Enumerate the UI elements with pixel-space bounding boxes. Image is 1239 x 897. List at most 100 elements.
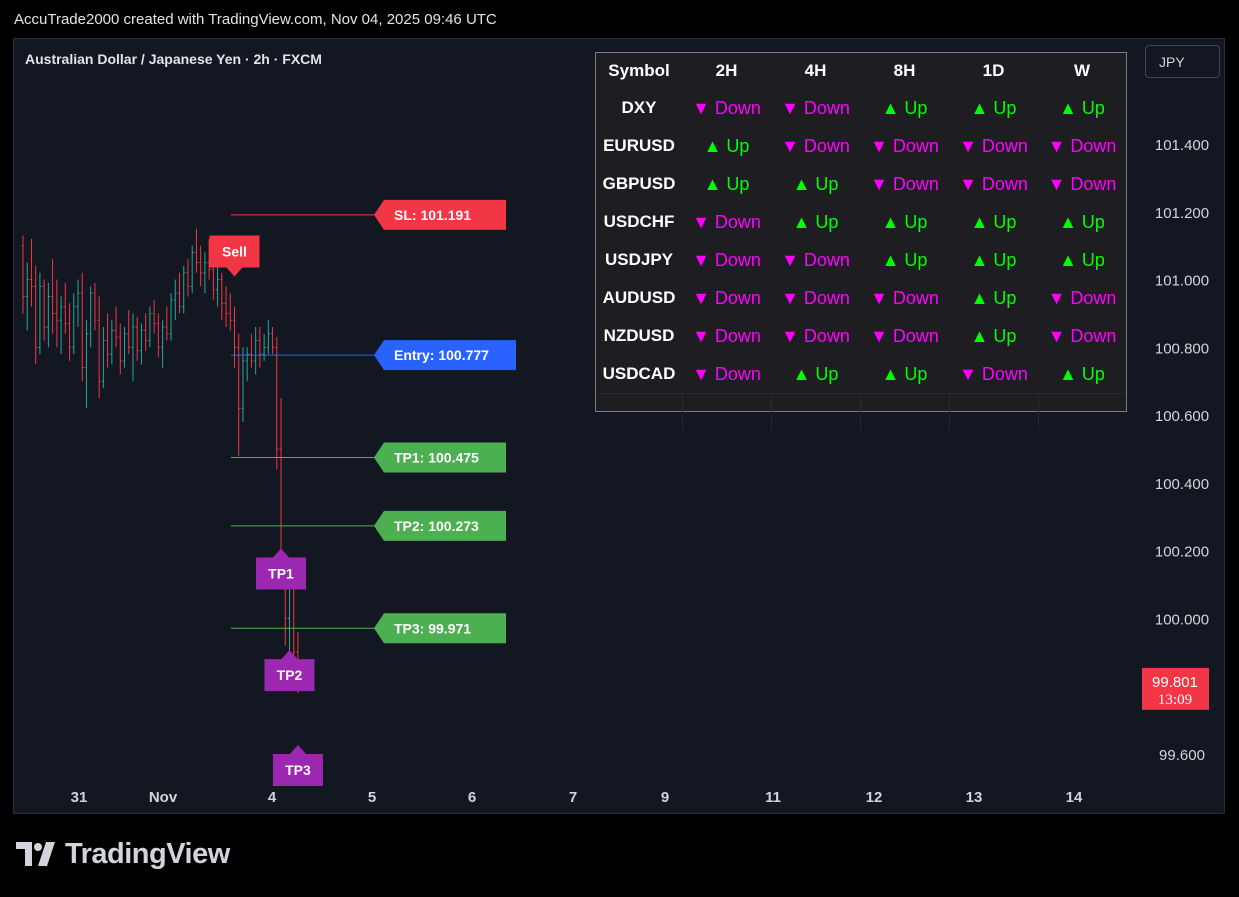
ohlc-bar: [178, 272, 182, 314]
symbol-title[interactable]: Australian Dollar / Japanese Yen · 2h · …: [25, 51, 322, 67]
ohlc-bar: [34, 266, 38, 365]
level-tag-tp: [374, 510, 506, 541]
y-tick-label: 100.600: [1155, 408, 1209, 425]
trend-cell-up: ▲ Up: [1059, 97, 1105, 118]
ohlc-bar: [38, 272, 42, 355]
trend-cell-down: ▼ Down: [692, 325, 761, 346]
ohlc-bar: [224, 286, 228, 327]
y-tick-label: 100.200: [1155, 544, 1209, 561]
x-tick-label: 9: [661, 789, 669, 806]
price-chart[interactable]: SL: 101.191 Entry: 100.777 TP1: 100.475 TP2…: [14, 39, 1224, 813]
ohlc-bar: [139, 323, 143, 365]
trend-cell-down: ▼ Down: [1047, 287, 1117, 308]
ohlc-bar: [241, 347, 245, 422]
trend-cell-down: ▼ Down: [870, 173, 939, 194]
trend-empty-cell: [596, 394, 682, 431]
trend-symbol: DXY: [621, 98, 657, 117]
level-tag-tp: [374, 613, 506, 644]
x-tick-label: 7: [569, 789, 577, 806]
ohlc-bar: [258, 327, 262, 368]
ohlc-bar: [68, 303, 72, 361]
ohlc-bar: [245, 347, 249, 382]
signal-sell: [209, 235, 260, 277]
ohlc-bar: [237, 333, 241, 456]
trend-header-4h: 4H: [804, 61, 827, 80]
trend-cell-down: ▼ Down: [959, 363, 1028, 384]
level-tag-tp: [374, 442, 506, 473]
trend-cell-up: ▲ Up: [703, 173, 750, 194]
trend-symbol: GBPUSD: [602, 174, 676, 193]
trend-row-usdcad: USDCAD ▼ Down ▲ Up ▲ Up ▼ Down ▲ Up: [596, 355, 1126, 394]
trend-empty-cell: [859, 393, 949, 430]
x-tick-label: Nov: [149, 789, 178, 806]
chart-frame[interactable]: SL: 101.191 Entry: 100.777 TP1: 100.475 TP2…: [13, 38, 1225, 814]
ohlc-bar: [59, 296, 63, 355]
trend-cell-down: ▼ Down: [692, 363, 761, 384]
trend-cell-down: ▼ Down: [692, 211, 761, 232]
x-tick-label: 13: [966, 789, 983, 806]
trend-cell-down: ▼ Down: [1047, 173, 1117, 194]
ohlc-bar: [275, 337, 279, 470]
trend-header-8h: 8H: [893, 61, 916, 80]
trend-symbol: AUDUSD: [602, 288, 676, 307]
level-label-tp: TP2: 100.273: [394, 518, 479, 534]
ohlc-bar: [144, 313, 148, 351]
ohlc-bar: [84, 320, 88, 409]
trend-cell-up: ▲ Up: [881, 211, 928, 232]
signal-tp-hit: [272, 745, 323, 786]
level-label-entry: Entry: 100.777: [394, 347, 489, 363]
ohlc-bar: [72, 293, 76, 355]
trend-cell-down: ▼ Down: [959, 173, 1028, 194]
trend-cell-down: ▼ Down: [870, 287, 939, 308]
ohlc-bar: [97, 296, 101, 399]
ohlc-bar: [220, 272, 224, 321]
ohlc-bar: [21, 235, 25, 314]
ohlc-bar: [106, 313, 110, 368]
trend-cell-down: ▼ Down: [692, 97, 761, 118]
trend-row-dxy: DXY ▼ Down ▼ Down ▲ Up ▲ Up ▲ Up: [596, 89, 1126, 127]
trend-header-1d: 1D: [982, 61, 1005, 80]
trend-empty-cell: [1037, 393, 1126, 430]
trend-cell-down: ▼ Down: [781, 287, 850, 308]
level-tag-sl: [374, 199, 506, 230]
bar-countdown: 13:09: [1158, 692, 1192, 708]
ohlc-bar: [89, 286, 93, 348]
trend-cell-up: ▲ Up: [970, 211, 1017, 232]
trend-row-gbpusd: GBPUSD ▲ Up ▲ Up ▼ Down ▼ Down ▼ Down: [596, 165, 1126, 203]
ohlc-bar: [194, 228, 198, 273]
trend-cell-down: ▼ Down: [781, 135, 850, 156]
ohlc-bar: [190, 245, 194, 294]
current-price-value: 99.801: [1152, 674, 1198, 691]
trend-empty-row: [596, 393, 1126, 431]
trend-cell-up: ▲ Up: [881, 97, 928, 118]
signal-label: TP3: [285, 762, 311, 778]
trend-cell-up: ▲ Up: [970, 249, 1017, 270]
x-tick-label: 4: [268, 789, 277, 806]
trend-cell-down: ▼ Down: [1047, 135, 1117, 156]
ohlc-bar: [29, 238, 33, 307]
trend-row-nzdusd: NZDUSD ▼ Down ▼ Down ▼ Down ▲ Up ▼ Down: [596, 317, 1126, 355]
trend-table: Symbol 2H 4H 8H 1D W DXY ▼ Down ▼ Down ▲ Up ▲ Up ▲…: [595, 52, 1127, 430]
trend-symbol: USDCHF: [603, 212, 675, 231]
ohlc-bar: [203, 252, 207, 294]
ohlc-bar: [46, 282, 50, 348]
currency-badge[interactable]: JPY: [1145, 45, 1220, 78]
trend-cell-down: ▼ Down: [870, 135, 939, 156]
y-tick-label: 101.200: [1155, 205, 1209, 222]
trend-empty-cell: [770, 393, 860, 430]
trend-cell-up: ▲ Up: [881, 249, 928, 270]
trend-cell-up: ▲ Up: [970, 287, 1017, 308]
trend-cell-up: ▲ Up: [881, 363, 928, 384]
trend-cell-down: ▼ Down: [870, 325, 939, 346]
signal-tp-hit: [264, 650, 315, 692]
ohlc-bar: [135, 316, 139, 361]
ohlc-bar: [216, 266, 220, 307]
current-price-tag: [1142, 667, 1209, 710]
trend-symbol: EURUSD: [603, 136, 675, 155]
ohlc-bar: [148, 306, 152, 348]
ohlc-bar: [114, 306, 118, 348]
trend-cell-up: ▲ Up: [1059, 211, 1105, 232]
level-label-sl: SL: 101.191: [394, 207, 471, 223]
ohlc-bar: [165, 306, 169, 341]
ohlc-bar: [63, 282, 67, 334]
